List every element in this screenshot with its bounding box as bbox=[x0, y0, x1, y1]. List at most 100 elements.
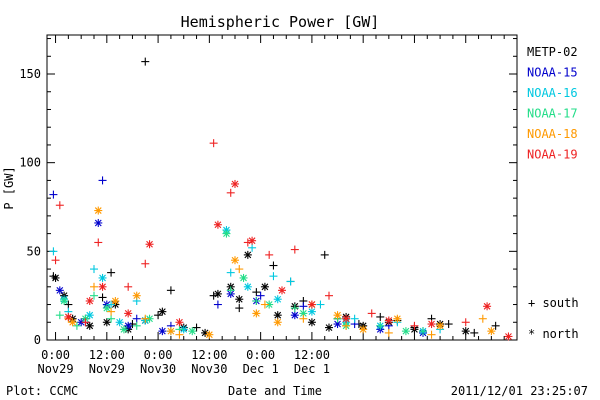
north-marker-legend: * north bbox=[528, 327, 579, 341]
metp-02-south-point bbox=[166, 286, 175, 295]
noaa-19-south-point bbox=[265, 250, 274, 259]
legend-entry-noaa-19: NOAA-19 bbox=[527, 148, 578, 162]
south-marker-legend: + south bbox=[528, 296, 579, 310]
noaa-19-north-point bbox=[342, 314, 351, 323]
noaa-19-south-point bbox=[55, 201, 64, 210]
x-tick-date-label: Dec 1 bbox=[294, 362, 330, 376]
noaa-19-south-point bbox=[461, 318, 470, 327]
noaa-18-north-point bbox=[132, 291, 141, 300]
marker-legend: + south * north bbox=[528, 296, 579, 341]
noaa-18-south-point bbox=[235, 265, 244, 274]
metp-02-north-point bbox=[102, 318, 111, 327]
x-tick-date-label: Nov30 bbox=[191, 362, 227, 376]
y-tick-label: 100 bbox=[19, 156, 41, 170]
noaa-18-north-point bbox=[393, 314, 402, 323]
noaa-17-south-point bbox=[132, 321, 141, 330]
series-legend: METP-02 NOAA-15 NOAA-16 NOAA-17 NOAA-18 NOAA-… bbox=[527, 45, 578, 162]
noaa-19-north-point bbox=[175, 318, 184, 327]
x-tick-date-label: Nov29 bbox=[89, 362, 125, 376]
noaa-16-south-point bbox=[49, 247, 58, 256]
noaa-18-north-point bbox=[68, 318, 77, 327]
noaa-17-north-point bbox=[265, 300, 274, 309]
noaa-18-south-point bbox=[141, 314, 150, 323]
noaa-17-south-point bbox=[72, 321, 81, 330]
x-tick-date-label: Dec 1 bbox=[243, 362, 279, 376]
noaa-17-south-point bbox=[376, 321, 385, 330]
metp-02-south-point bbox=[444, 320, 453, 329]
noaa-18-north-point bbox=[359, 325, 368, 334]
noaa-18-north-point bbox=[111, 296, 120, 305]
noaa-19-south-point bbox=[51, 256, 60, 265]
noaa-17-south-point bbox=[226, 286, 235, 295]
x-tick-time-label: 12:00 bbox=[294, 348, 330, 362]
metp-02-south-point bbox=[107, 268, 116, 277]
noaa-19-south-point bbox=[124, 282, 133, 291]
noaa-16-south-point bbox=[269, 272, 278, 281]
noaa-18-south-point bbox=[175, 330, 184, 339]
legend-entry-metp-02: METP-02 bbox=[527, 45, 578, 59]
noaa-18-south-point bbox=[107, 307, 116, 316]
noaa-18-south-point bbox=[90, 282, 98, 291]
plot-axes: 0501001500:00Nov2912:00Nov290:00Nov3012:… bbox=[19, 34, 518, 376]
x-tick-time-label: 0:00 bbox=[144, 348, 173, 362]
plot-frame bbox=[46, 34, 518, 341]
y-tick-label: 50 bbox=[27, 244, 41, 258]
noaa-19-north-point bbox=[213, 220, 222, 229]
noaa-19-north-point bbox=[384, 316, 393, 325]
noaa-19-north-point bbox=[85, 296, 94, 305]
noaa-17-south-point bbox=[290, 304, 299, 313]
y-tick-label: 0 bbox=[34, 333, 41, 347]
noaa-19-north-point bbox=[145, 240, 154, 249]
noaa-17-north-point bbox=[60, 296, 69, 305]
metp-02-north-point bbox=[461, 327, 470, 336]
noaa-18-north-point bbox=[436, 321, 445, 330]
noaa-19-north-point bbox=[248, 236, 257, 245]
metp-02-north-point bbox=[85, 321, 94, 330]
noaa-18-north-point bbox=[205, 330, 214, 339]
noaa-16-north-point bbox=[273, 295, 282, 304]
noaa-18-north-point bbox=[252, 309, 261, 318]
noaa-18-north-point bbox=[487, 327, 496, 336]
noaa-19-north-point bbox=[483, 302, 492, 311]
noaa-16-north-point bbox=[307, 307, 316, 316]
noaa-19-north-point bbox=[427, 320, 436, 329]
metp-02-north-point bbox=[325, 323, 333, 332]
x-tick-time-label: 12:00 bbox=[191, 348, 227, 362]
x-tick-time-label: 0:00 bbox=[246, 348, 275, 362]
noaa-15-south-point bbox=[49, 190, 58, 199]
noaa-18-south-point bbox=[299, 314, 308, 323]
noaa-16-south-point bbox=[350, 314, 359, 323]
noaa-19-north-point bbox=[64, 312, 73, 321]
noaa-15-north-point bbox=[158, 327, 167, 336]
noaa-16-north-point bbox=[98, 273, 107, 282]
noaa-15-south-point bbox=[256, 291, 265, 300]
noaa-15-south-point bbox=[98, 176, 107, 185]
noaa-16-north-point bbox=[243, 282, 252, 291]
noaa-15-south-point bbox=[213, 300, 222, 309]
noaa-19-south-point bbox=[81, 318, 90, 327]
legend-entry-noaa-15: NOAA-15 bbox=[527, 66, 578, 80]
noaa-15-north-point bbox=[94, 218, 103, 227]
noaa-19-south-point bbox=[209, 139, 218, 148]
noaa-17-north-point bbox=[401, 327, 410, 336]
metp-02-north-point bbox=[307, 318, 316, 327]
noaa-16-north-point bbox=[115, 318, 124, 327]
legend-entry-noaa-17: NOAA-17 bbox=[527, 107, 578, 121]
noaa-19-south-point bbox=[141, 259, 150, 268]
y-axis-label: P [GW] bbox=[2, 166, 16, 209]
noaa-18-north-point bbox=[166, 327, 175, 336]
metp-02-south-point bbox=[154, 311, 163, 320]
x-tick-date-label: Nov29 bbox=[37, 362, 73, 376]
metp-02-north-point bbox=[51, 273, 60, 282]
noaa-15-north-point bbox=[55, 286, 64, 295]
metp-02-south-point bbox=[470, 328, 479, 337]
noaa-16-south-point bbox=[107, 300, 116, 309]
noaa-17-south-point bbox=[252, 296, 261, 305]
noaa-17-north-point bbox=[222, 229, 231, 238]
noaa-17-north-point bbox=[102, 304, 111, 313]
metp-02-south-point bbox=[235, 304, 244, 313]
noaa-16-south-point bbox=[248, 243, 257, 252]
metp-02-south-point bbox=[252, 288, 261, 297]
noaa-18-north-point bbox=[333, 311, 342, 320]
